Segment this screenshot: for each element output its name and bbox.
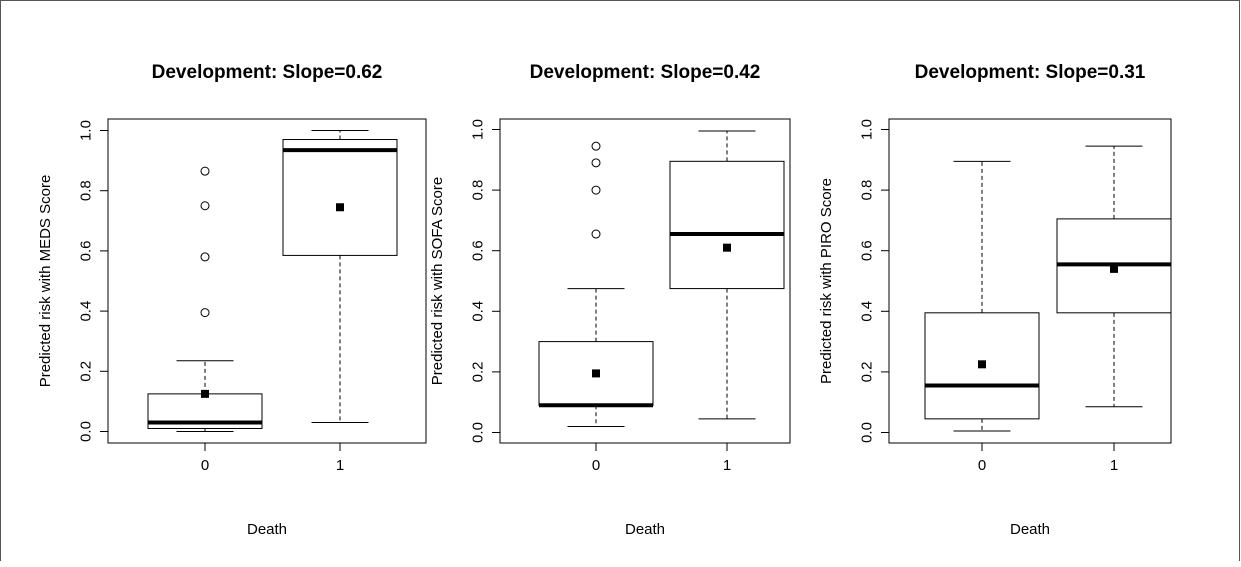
y-tick-label: 0.6 (859, 240, 876, 261)
chart-title: Development: Slope=0.42 (530, 62, 761, 83)
chart-title: Development: Slope=0.62 (152, 62, 383, 83)
outlier-point (200, 252, 210, 262)
y-tick-label: 1.0 (470, 119, 487, 140)
x-tick-label: 1 (1110, 457, 1118, 474)
box-group-1 (1056, 145, 1172, 408)
y-tick-label: 0.8 (78, 180, 95, 201)
outlier-point (591, 141, 601, 151)
y-tick-label: 0.8 (859, 180, 876, 201)
y-tick-label: 1.0 (78, 120, 95, 141)
x-tick-label: 1 (336, 457, 344, 474)
chart-piro: Development: Slope=0.31 Predicted risk w… (818, 62, 1172, 538)
y-tick-label: 0.2 (470, 361, 487, 382)
y-tick-label: 0.4 (859, 301, 876, 322)
y-tick-label: 0.0 (859, 422, 876, 443)
box-group-1 (282, 130, 398, 423)
box-group-0 (924, 160, 1040, 432)
mean-marker (336, 203, 344, 212)
x-tick-label: 0 (978, 457, 986, 474)
mean-marker (592, 369, 600, 378)
y-tick-label: 0.6 (78, 240, 95, 261)
y-tick-label: 0.0 (78, 421, 95, 442)
y-axis-label: Predicted risk with SOFA Score (429, 177, 446, 385)
box-iqr (669, 160, 785, 290)
mean-marker (723, 243, 731, 252)
x-axis-label: Death (625, 521, 665, 538)
box-group-1 (669, 130, 785, 420)
mean-marker (1110, 264, 1118, 273)
x-axis-label: Death (1010, 521, 1050, 538)
outlier-point (591, 229, 601, 239)
y-tick-label: 0.4 (78, 301, 95, 322)
mean-marker (201, 389, 209, 398)
mean-marker (978, 360, 986, 369)
x-axis-label: Death (247, 521, 287, 538)
y-axis-label: Predicted risk with PIRO Score (818, 178, 835, 384)
plot-frame (107, 118, 427, 444)
y-tick-label: 0.2 (859, 361, 876, 382)
box-group-0 (538, 141, 654, 427)
x-tick-label: 0 (592, 457, 600, 474)
chart-title: Development: Slope=0.31 (915, 62, 1146, 83)
y-axis-label: Predicted risk with MEDS Score (37, 175, 54, 388)
outlier-point (200, 201, 210, 211)
y-tick-label: 1.0 (859, 119, 876, 140)
y-tick-label: 0.2 (78, 361, 95, 382)
outlier-point (200, 308, 210, 318)
x-tick-label: 1 (723, 457, 731, 474)
chart-sofa: Development: Slope=0.42 Predicted risk w… (429, 62, 791, 538)
plot-frame (499, 118, 791, 444)
y-tick-label: 0.6 (470, 240, 487, 261)
chart-meds: Development: Slope=0.62 Predicted risk w… (37, 62, 427, 538)
y-tick-label: 0.8 (470, 180, 487, 201)
y-tick-label: 0.4 (470, 301, 487, 322)
outlier-point (591, 185, 601, 195)
outlier-point (591, 158, 601, 168)
y-tick-label: 0.0 (470, 422, 487, 443)
x-tick-label: 0 (201, 457, 209, 474)
box-group-0 (147, 166, 263, 432)
outlier-point (200, 166, 210, 176)
box-iqr (282, 139, 398, 256)
